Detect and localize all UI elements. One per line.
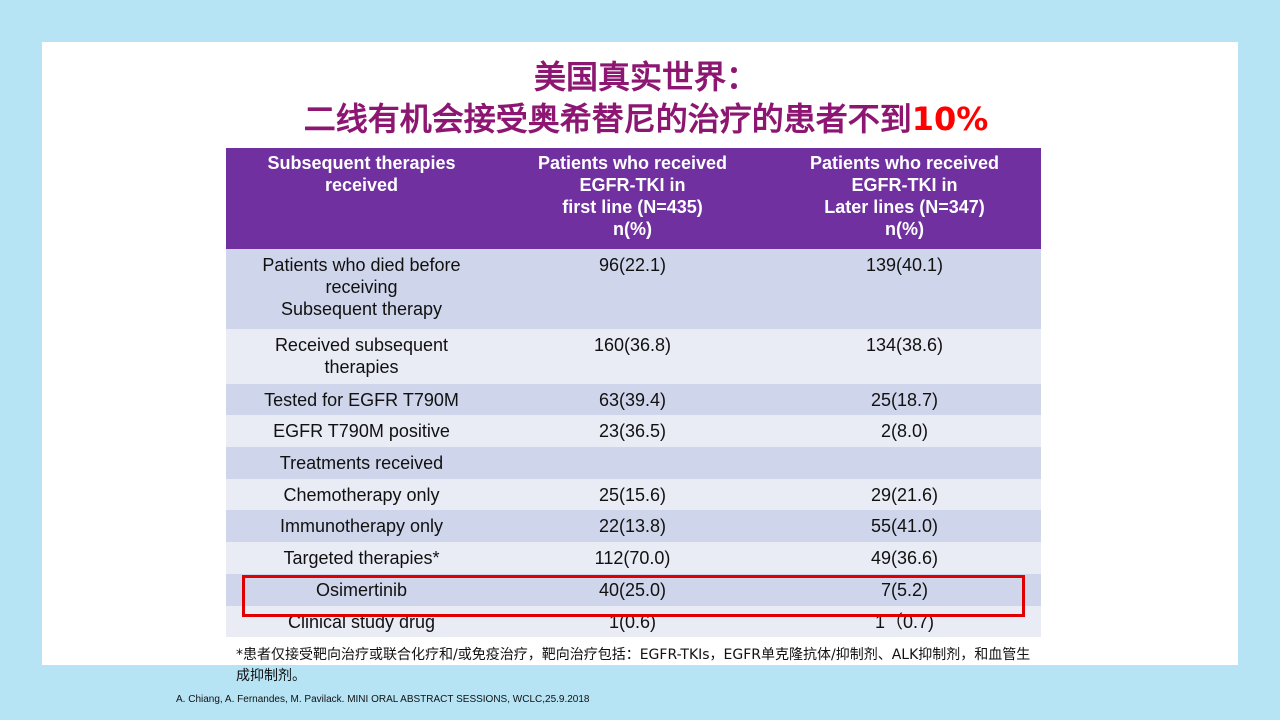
table-cell: 96(22.1) — [497, 249, 768, 329]
table-row: Clinical study drug 1(0.6) 1（0.7) — [226, 606, 1041, 637]
table-cell: Treatments received — [226, 447, 497, 479]
citation: A. Chiang, A. Fernandes, M. Pavilack. MI… — [176, 694, 590, 705]
table-cell: Immunotherapy only — [226, 510, 497, 542]
table-cell: 25(18.7) — [768, 384, 1041, 415]
table: Subsequent therapies received Patients wh… — [226, 148, 1041, 637]
table-cell: Osimertinib — [226, 574, 497, 606]
table-cell: Chemotherapy only — [226, 479, 497, 510]
table-row: Chemotherapy only 25(15.6) 29(21.6) — [226, 479, 1041, 510]
table-cell: Received subsequent therapies — [226, 329, 497, 384]
table-cell: 2(8.0) — [768, 415, 1041, 447]
table-cell: 29(21.6) — [768, 479, 1041, 510]
table-cell: 1(0.6) — [497, 606, 768, 637]
table-cell: Targeted therapies* — [226, 542, 497, 574]
table-cell: 22(13.8) — [497, 510, 768, 542]
highlight-box — [242, 575, 1025, 617]
title-line: 二线有机会接受奥希替尼的治疗的患者不到10% — [226, 98, 1066, 140]
title-line: 美国真实世界： — [533, 58, 758, 96]
table-cell: 112(70.0) — [497, 542, 768, 574]
table-row: Patients who died before receiving Subse… — [226, 249, 1041, 329]
title: 美国真实世界： 二线有机会接受奥希替尼的治疗的患者不到10% — [226, 56, 1066, 140]
table-row: EGFR T790M positive 23(36.5) 2(8.0) — [226, 415, 1041, 447]
title-text: 二线有机会接受奥希替尼的治疗的患者不到 — [303, 100, 912, 138]
table-cell: 55(41.0) — [768, 510, 1041, 542]
table-cell: 7(5.2) — [768, 574, 1041, 606]
table-row: Targeted therapies* 112(70.0) 49(36.6) — [226, 542, 1041, 574]
footnote: *患者仅接受靶向治疗或联合化疗和/或免疫治疗，靶向治疗包括：EGFR-TKIs，… — [236, 647, 1031, 684]
table-row: Treatments received — [226, 447, 1041, 479]
title-highlight: 10% — [911, 100, 989, 138]
header-cell: Patients who received EGFR-TKI in first … — [497, 148, 768, 249]
table-cell — [497, 447, 768, 479]
table-cell — [768, 447, 1041, 479]
table-cell: 23(36.5) — [497, 415, 768, 447]
table-cell: 25(15.6) — [497, 479, 768, 510]
table-cell: 1（0.7) — [768, 606, 1041, 637]
header-cell: Patients who received EGFR-TKI in Later … — [768, 148, 1041, 249]
table-cell: 139(40.1) — [768, 249, 1041, 329]
table-row: Tested for EGFR T790M 63(39.4) 25(18.7) — [226, 384, 1041, 415]
table-cell: 63(39.4) — [497, 384, 768, 415]
table-cell: 40(25.0) — [497, 574, 768, 606]
header-row: Subsequent therapies received Patients wh… — [226, 148, 1041, 249]
table-cell: 160(36.8) — [497, 329, 768, 384]
table-cell: Clinical study drug — [226, 606, 497, 637]
table-row: Osimertinib 40(25.0) 7(5.2) — [226, 574, 1041, 606]
table-cell: Tested for EGFR T790M — [226, 384, 497, 415]
table-cell: 134(38.6) — [768, 329, 1041, 384]
table-cell: 49(36.6) — [768, 542, 1041, 574]
header-cell: Subsequent therapies received — [226, 148, 497, 249]
table-row: Received subsequent therapies 160(36.8) 13… — [226, 329, 1041, 384]
table-row: Immunotherapy only 22(13.8) 55(41.0) — [226, 510, 1041, 542]
table-cell: Patients who died before receiving Subse… — [226, 249, 497, 329]
table-cell: EGFR T790M positive — [226, 415, 497, 447]
